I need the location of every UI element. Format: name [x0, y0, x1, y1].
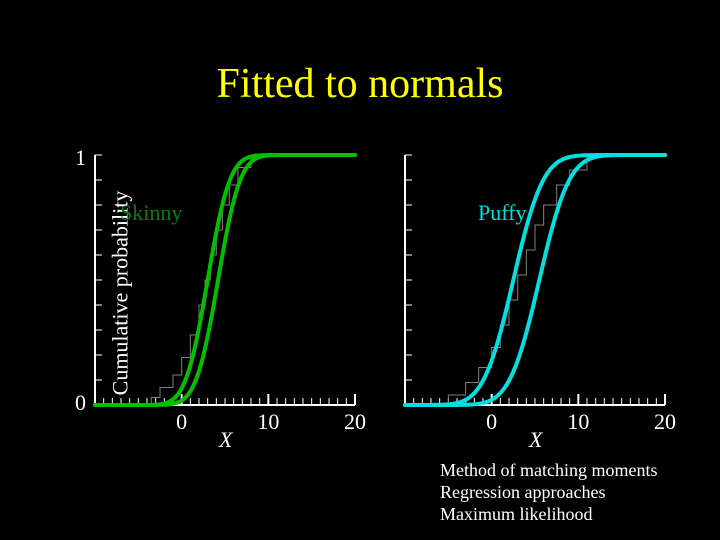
xtick-1-2: 20	[654, 409, 676, 435]
xlabel-1: X	[529, 427, 542, 453]
footer-line-0: Method of matching moments	[440, 460, 657, 481]
xtick-1-1: 10	[567, 409, 589, 435]
slide-title: Fitted to normals	[0, 60, 720, 108]
panel-label-skinny: Skinny	[120, 200, 182, 226]
chart-panel-puffy	[385, 135, 685, 425]
chart-panel-skinny	[75, 135, 375, 425]
xtick-1-0: 0	[486, 409, 497, 435]
xtick-0-1: 10	[257, 409, 279, 435]
xtick-0-2: 20	[344, 409, 366, 435]
xtick-0-0: 0	[176, 409, 187, 435]
xlabel-0: X	[219, 427, 232, 453]
footer-line-2: Maximum likelihood	[440, 504, 593, 525]
panel-label-puffy: Puffy	[478, 200, 527, 226]
footer-line-1: Regression approaches	[440, 482, 605, 503]
